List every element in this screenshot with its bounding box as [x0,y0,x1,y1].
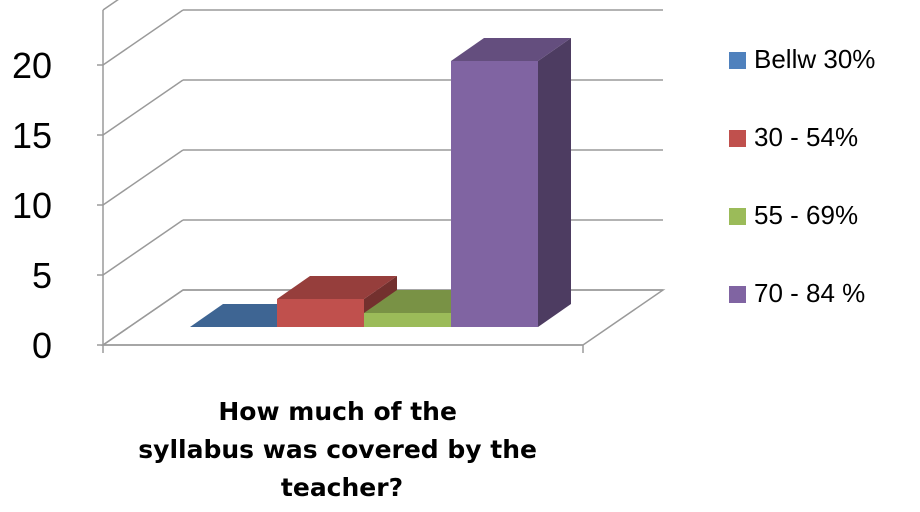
x-axis-label: How much of the syllabus was covered by … [138,397,545,502]
legend-label: 30 - 54% [754,122,858,152]
bar-top [451,38,571,61]
back-wall [183,0,663,290]
y-tick-labels: 0 5 10 15 20 [12,45,52,366]
bar-side [538,38,571,327]
legend-label: Bellw 30% [754,44,875,74]
legend-label: 70 - 84 % [754,278,865,308]
y-tick-label: 20 [12,45,52,86]
gridline-side [102,219,184,276]
y-tick-label: 5 [32,255,52,296]
gridlines [97,0,663,346]
y-tick-label: 10 [12,185,52,226]
gridline-side [102,9,184,66]
legend-swatch [729,208,746,225]
y-tick-label: 15 [12,115,52,156]
gridline-side [102,79,184,136]
gridline-side [102,289,184,346]
x-axis-label-line: How much of the [218,397,457,426]
legend-swatch [729,130,746,147]
gridline-side [102,0,119,11]
legend-label: 55 - 69% [754,200,858,230]
x-axis-label-line: teacher? [281,473,403,502]
legend-swatch [729,286,746,303]
y-tick-label: 0 [32,325,52,366]
bar [451,61,538,327]
legend-swatch [729,52,746,69]
bar-top [277,276,397,299]
bars [190,38,571,327]
gridline-side [102,149,184,206]
x-axis-label-line: syllabus was covered by the [138,435,537,464]
legend: Bellw 30% 30 - 54% 55 - 69% 70 - 84 % [729,44,875,308]
bar [277,299,364,327]
axes [102,10,584,353]
bar [364,313,451,327]
